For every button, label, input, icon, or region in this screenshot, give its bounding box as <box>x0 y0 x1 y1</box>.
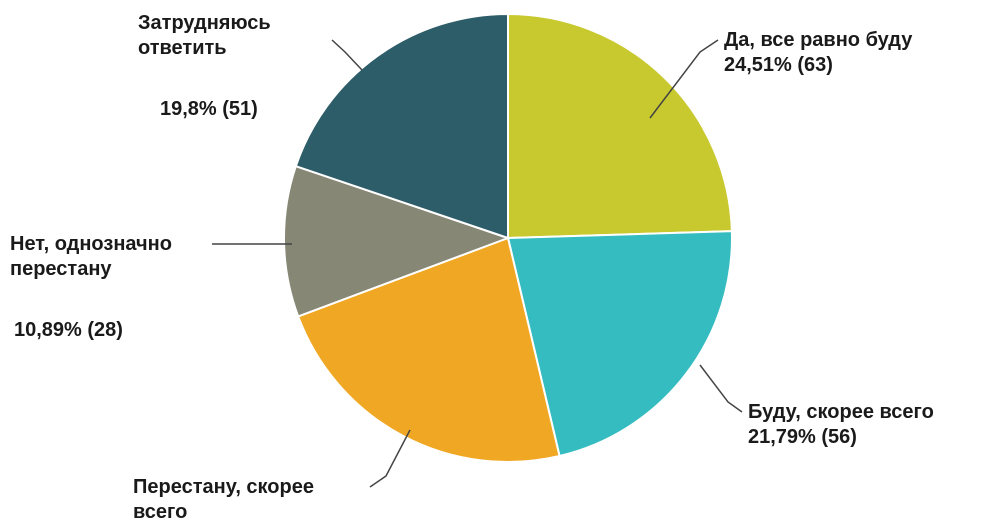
leader-line-probably-yes <box>699 364 743 413</box>
slice-probably-stop <box>296 236 561 463</box>
slice-value-text: 24,51% (63) <box>724 54 833 76</box>
slice-label-probably-yes: Буду, скорее всего 21,79% (56) <box>748 400 934 450</box>
slice-label-hard-to-say: Затрудняюсь ответить <box>138 11 271 61</box>
slice-label-probably-stop: Перестану, скорее всего <box>133 475 314 525</box>
leader-line-hard-to-say <box>331 39 363 71</box>
slice-label-text: ответить <box>138 37 227 59</box>
slice-label-text: всего <box>133 501 188 523</box>
slice-hard-to-say <box>294 12 509 240</box>
slice-yes-anyway <box>507 12 733 240</box>
slice-value-text: 21,79% (56) <box>748 426 857 448</box>
slice-value-text: 19,8% (51) <box>160 98 258 120</box>
slice-value-definitely-stop: 10,89% (28) <box>14 318 123 343</box>
slice-definitely-stop <box>283 164 511 318</box>
slice-value-hard-to-say: 19,8% (51) <box>160 97 258 122</box>
slice-label-definitely-stop: Нет, однозначно перестану <box>10 232 172 282</box>
leader-line-yes-anyway <box>649 39 719 119</box>
slice-label-yes-anyway: Да, все равно буду 24,51% (63) <box>724 28 912 78</box>
slice-label-text: Нет, однозначно <box>10 233 172 255</box>
slice-label-text: Да, все равно буду <box>724 29 913 51</box>
slice-value-text: 10,89% (28) <box>14 319 123 341</box>
slice-label-text: Затрудняюсь <box>138 12 271 34</box>
slice-label-text: Перестану, скорее <box>133 476 314 498</box>
slice-probably-yes <box>506 230 733 458</box>
leader-line-probably-stop <box>369 429 411 488</box>
slice-label-text: Буду, скорее всего <box>748 401 934 423</box>
slice-label-text: перестану <box>10 258 112 280</box>
